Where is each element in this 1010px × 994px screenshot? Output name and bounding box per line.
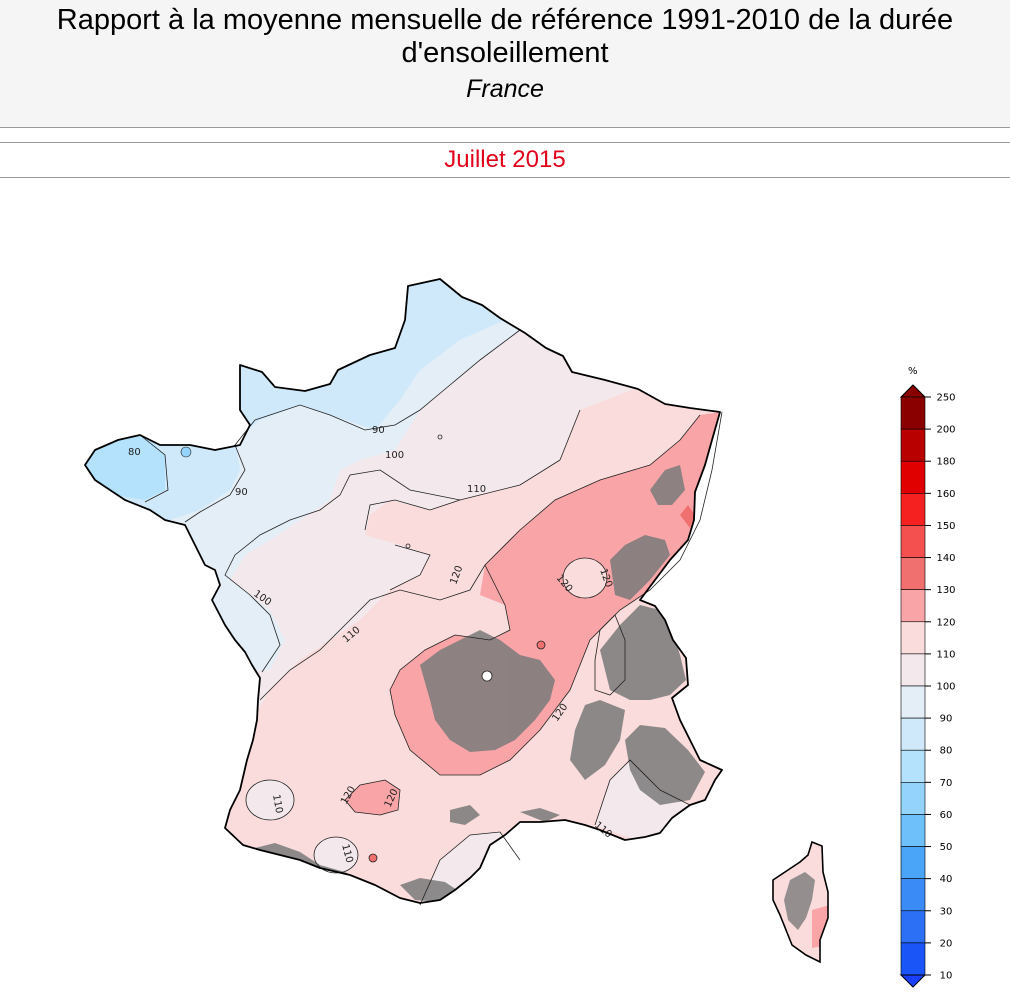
legend-cells bbox=[899, 384, 927, 988]
zone-sw-120 bbox=[345, 780, 400, 815]
contour-label: 110 bbox=[270, 794, 284, 815]
zone-130-spot-2 bbox=[369, 854, 377, 862]
legend-cell bbox=[900, 749, 926, 783]
france-outline bbox=[84, 278, 723, 904]
legend-tick-label: 150 bbox=[936, 521, 955, 532]
legend-cell bbox=[900, 493, 926, 526]
legend-overflow-bottom bbox=[899, 974, 927, 988]
contour-label: 110 bbox=[467, 484, 486, 495]
corsica-outline bbox=[772, 840, 829, 964]
legend-tick-label: 160 bbox=[936, 489, 955, 500]
legend-tick-label: 40 bbox=[940, 874, 953, 885]
legend-tick-label: 90 bbox=[940, 714, 953, 725]
legend-tick-label: 30 bbox=[940, 906, 953, 917]
zone-pyrenees-100-110 bbox=[314, 837, 358, 873]
legend-cell bbox=[900, 910, 926, 944]
period-label: Juillet 2015 bbox=[444, 146, 566, 173]
legend-cell bbox=[900, 428, 926, 462]
legend-cell bbox=[900, 685, 926, 719]
contour-label: 90 bbox=[372, 425, 385, 436]
legend-tick-label: 110 bbox=[936, 649, 955, 660]
legend-tick-label: 200 bbox=[936, 425, 955, 436]
title-line-1: Rapport à la moyenne mensuelle de référe… bbox=[56, 4, 954, 36]
legend-cell bbox=[900, 589, 926, 623]
zone-130-alsace bbox=[680, 505, 695, 528]
period-band: Juillet 2015 bbox=[0, 142, 1010, 178]
legend-tick-label: 250 bbox=[936, 393, 955, 404]
legend-cell bbox=[900, 878, 926, 912]
contour-label: 100 bbox=[385, 450, 404, 461]
legend-tick-label: 10 bbox=[940, 971, 953, 982]
legend-cell bbox=[900, 814, 926, 847]
legend-tick-label: 130 bbox=[936, 585, 955, 596]
legend-tick-label: 50 bbox=[940, 842, 953, 853]
legend-unit: % bbox=[908, 366, 918, 377]
contour-lines bbox=[139, 329, 723, 906]
legend-tick-label: 70 bbox=[940, 778, 953, 789]
legend-tick-label: 140 bbox=[936, 553, 955, 564]
legend-tick-label: 80 bbox=[940, 746, 953, 757]
mainland-zones bbox=[85, 279, 722, 903]
legend-cell bbox=[900, 557, 926, 590]
legend-cell bbox=[900, 396, 926, 430]
zone-130-spot bbox=[537, 641, 545, 649]
legend-cell bbox=[900, 942, 926, 976]
legend-tick-label: 180 bbox=[936, 457, 955, 468]
contour-label: 80 bbox=[128, 447, 141, 458]
legend-ticks: 250 200 180 160 150 140 130 120 110 100 90 80 70 60 50… bbox=[925, 393, 956, 982]
legend-tick-label: 120 bbox=[936, 617, 955, 628]
contour-label: 110 bbox=[339, 843, 355, 864]
contour-label: 90 bbox=[235, 487, 248, 498]
title-line-2: d'ensoleillement bbox=[401, 37, 609, 69]
legend-cell bbox=[900, 525, 926, 558]
header: Rapport à la moyenne mensuelle de référe… bbox=[0, 0, 1010, 128]
legend-cell bbox=[900, 782, 926, 815]
zone-70-spot bbox=[180, 446, 192, 458]
color-scale: % 250 200 180 160 150 140 130 120 110 100 90 80 70 60… bbox=[899, 366, 956, 988]
corsica-relief bbox=[784, 872, 815, 930]
legend-cell bbox=[900, 621, 926, 655]
subtitle: France bbox=[466, 75, 544, 103]
legend-cell bbox=[900, 653, 926, 687]
zone-hole-110 bbox=[563, 558, 607, 598]
legend-tick-label: 100 bbox=[936, 682, 955, 693]
legend-cell bbox=[900, 717, 926, 751]
zone-sw-100-110 bbox=[246, 780, 294, 820]
legend-cell bbox=[900, 460, 926, 494]
legend-cell bbox=[900, 846, 926, 879]
legend-tick-label: 60 bbox=[940, 810, 953, 821]
legend-tick-label: 20 bbox=[940, 938, 953, 949]
legend-overflow-top bbox=[899, 384, 927, 398]
